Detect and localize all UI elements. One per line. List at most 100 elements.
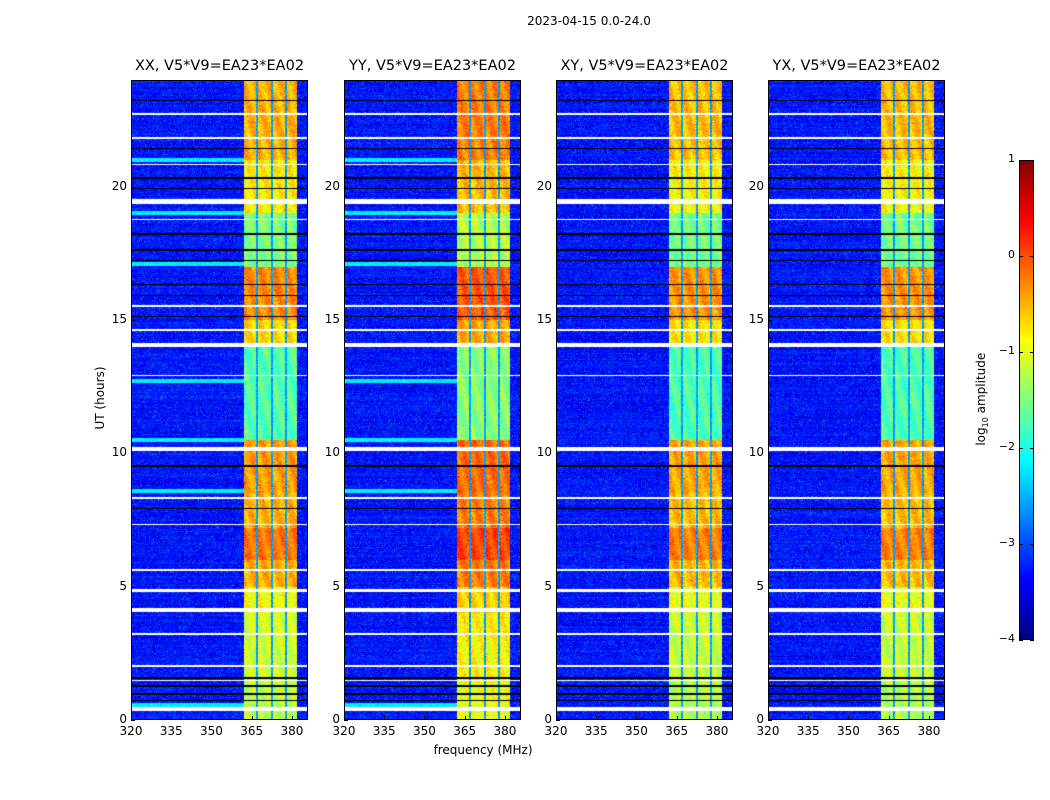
x-tick [251,716,253,720]
x-tick [596,716,598,720]
colorbar-label-sub: 10 [981,417,991,428]
y-tick-label: 0 [332,712,340,726]
x-tick-label: 335 [159,724,183,738]
y-tick [768,453,772,455]
x-tick [888,716,890,720]
y-tick [131,720,135,721]
y-tick-label: 20 [536,178,552,193]
x-tick-label: 365 [665,724,689,738]
y-tick [556,586,560,588]
colorbar-tick [1019,544,1034,545]
x-tick [676,716,678,720]
x-tick [556,716,557,720]
x-tick [211,716,213,720]
panel-xx: XX, V5*V9=EA23*EA02 [131,58,308,720]
colorbar-tick-label: 0 [1008,248,1015,261]
y-tick [556,320,560,321]
colorbar-tick [1019,352,1034,353]
y-tick [556,453,560,455]
y-tick [768,186,772,188]
y-tick-label: 20 [324,178,340,193]
y-tick [556,720,560,721]
x-tick-label: 320 [756,724,780,738]
heatmap-yx [768,80,945,720]
colorbar-tick [1019,448,1034,449]
x-tick-label: 350 [625,724,648,738]
panel-title: YX, V5*V9=EA23*EA02 [772,58,941,74]
x-tick-label: 365 [877,724,901,738]
colorbar-tick-label: −4 [998,632,1015,645]
x-tick-label: 335 [796,724,820,738]
x-tick-label: 380 [705,724,729,738]
figure-title: 2023-04-15 0.0-24.0 [527,14,651,28]
panel-yx: YX, V5*V9=EA23*EA02 [768,58,945,720]
y-tick [344,320,348,321]
x-tick-label: 350 [200,724,223,738]
colorbar-tick-label: −1 [998,344,1015,357]
x-tick [848,716,850,720]
y-tick [344,720,348,721]
y-tick-label: 15 [111,312,127,326]
y-tick-label: 10 [111,445,127,460]
y-tick [131,453,135,455]
x-tick [928,716,930,720]
colorbar-tick-label: −2 [998,440,1015,453]
panel-title: XX, V5*V9=EA23*EA02 [134,58,305,74]
x-axis-label: frequency (MHz) [433,743,533,757]
y-tick [344,586,348,588]
panel-title: YY, V5*V9=EA23*EA02 [349,58,516,74]
x-tick [291,716,293,720]
y-tick-label: 15 [748,312,764,326]
panel-yy: YY, V5*V9=EA23*EA02 [344,58,521,720]
x-tick [636,716,638,720]
x-tick-label: 320 [119,724,143,738]
y-tick [556,186,560,188]
x-tick [808,716,810,720]
x-tick [384,716,386,720]
x-tick-label: 335 [584,724,608,738]
x-tick [768,716,769,720]
x-tick [171,716,173,720]
x-tick-label: 350 [837,724,860,738]
x-tick-label: 365 [240,724,264,738]
heatmap-xy [556,80,733,720]
y-tick [344,186,348,188]
y-tick [131,586,135,588]
x-tick-label: 380 [917,724,941,738]
x-tick-label: 320 [332,724,356,738]
y-axis-label: UT (hours) [93,366,107,430]
y-tick-label: 15 [536,312,552,326]
y-tick-label: 0 [544,712,552,726]
x-tick-label: 365 [453,724,477,738]
y-tick-label: 5 [544,578,552,593]
colorbar-tick [1019,160,1034,161]
y-tick [768,586,772,588]
y-tick [344,453,348,455]
x-tick-label: 350 [413,724,436,738]
y-tick [131,320,135,321]
y-tick-label: 15 [324,312,340,326]
panel-xy: XY, V5*V9=EA23*EA02 [556,58,733,720]
x-tick [504,716,506,720]
y-tick-label: 5 [332,578,340,593]
heatmap-yy [344,80,521,720]
colorbar-tick-label: 1 [1008,152,1015,165]
colorbar-label-tail: amplitude [973,352,988,418]
colorbar-tick-label: −3 [998,536,1015,549]
x-tick-label: 380 [493,724,517,738]
x-tick-label: 380 [280,724,304,738]
y-tick-label: 10 [536,445,552,460]
y-tick-label: 20 [748,178,764,193]
x-tick-label: 320 [544,724,568,738]
y-tick [131,186,135,188]
y-tick-label: 5 [119,578,127,593]
y-tick [768,320,772,321]
y-tick-label: 10 [324,445,340,460]
y-tick-label: 20 [111,178,127,193]
x-tick [464,716,466,720]
x-tick [344,716,345,720]
y-tick-label: 0 [756,712,764,726]
colorbar-gradient [1019,160,1034,640]
colorbar-tick [1019,256,1034,257]
